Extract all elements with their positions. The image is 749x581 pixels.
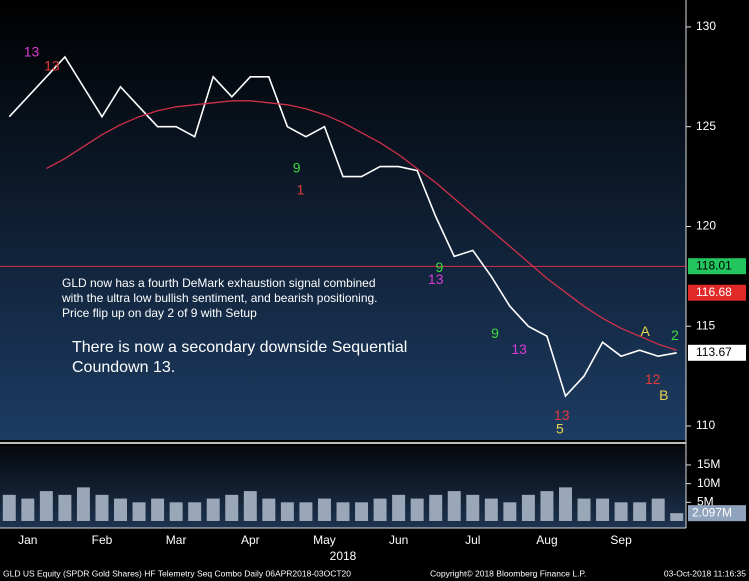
volume-bar [280, 502, 294, 521]
volume-bar [243, 491, 257, 521]
volume-bar [447, 491, 461, 521]
volume-bar [410, 498, 424, 521]
demark-count: 1 [296, 181, 304, 197]
volume-bar [151, 498, 165, 521]
x-tick-label: Sep [610, 533, 632, 547]
demark-count: A [641, 323, 651, 339]
y-tick-label: 120 [696, 219, 716, 233]
volume-bar [206, 498, 220, 521]
volume-bar [262, 498, 276, 521]
x-tick-label: Mar [166, 533, 187, 547]
demark-count: B [659, 387, 668, 403]
y-tick-label: 115 [696, 318, 715, 332]
y-tick-label: 125 [696, 119, 716, 133]
demark-count: 12 [645, 371, 661, 387]
price-marker-box [688, 284, 746, 301]
demark-count: 13 [24, 44, 40, 60]
price-marker-label: 116.68 [696, 285, 732, 299]
demark-count: 13 [511, 341, 527, 357]
volume-bar [21, 498, 35, 521]
volume-bar [614, 502, 628, 521]
note-callout: There is now a secondary downside Sequen… [72, 339, 408, 376]
footer-center: Copyright© 2018 Bloomberg Finance L.P. [430, 568, 586, 578]
price-marker-box [688, 258, 746, 275]
price-panel [0, 0, 686, 440]
volume-bar [169, 502, 183, 521]
y-tick-label: 10M [697, 476, 720, 490]
volume-bar [558, 487, 572, 521]
volume-bar [633, 502, 647, 521]
x-tick-label: Apr [241, 533, 260, 547]
volume-bar [336, 502, 350, 521]
volume-bar [373, 498, 387, 521]
footer-left: GLD US Equity (SPDR Gold Shares) HF Tele… [3, 568, 351, 578]
demark-count: 2 [671, 327, 679, 343]
volume-bar [670, 513, 684, 521]
volume-bar [540, 491, 554, 521]
volume-bar [2, 494, 16, 521]
volume-bar [225, 494, 239, 521]
volume-bar [484, 498, 498, 521]
volume-bar [392, 494, 406, 521]
volume-bar [132, 502, 146, 521]
volume-bar [596, 498, 610, 521]
demark-count: 9 [491, 325, 499, 341]
x-tick-label: Jan [18, 533, 37, 547]
volume-bar [317, 498, 331, 521]
y-tick-label: 130 [696, 19, 716, 33]
price-marker-box [688, 344, 746, 361]
footer-right: 03-Oct-2018 11:16:35 [664, 568, 746, 578]
volume-bar [521, 494, 535, 521]
volume-bar [429, 494, 443, 521]
volume-bar [95, 494, 109, 521]
demark-count: 5 [556, 421, 564, 437]
volume-bar [76, 487, 90, 521]
y-tick-label: 110 [696, 418, 715, 432]
volume-marker-label: 2.097M [692, 505, 732, 519]
demark-count: 13 [44, 58, 60, 74]
volume-bar [114, 498, 128, 521]
price-marker-label: 113.67 [696, 345, 732, 359]
note-box: GLD now has a fourth DeMark exhaustion s… [62, 276, 378, 320]
x-tick-label: Jul [465, 533, 480, 547]
volume-bar [577, 498, 591, 521]
price-marker-label: 118.01 [696, 258, 732, 272]
volume-bar [299, 502, 313, 521]
price-line [8, 55, 677, 398]
x-tick-label: Jun [389, 533, 408, 547]
demark-count: 13 [428, 271, 444, 287]
x-tick-label: Feb [92, 533, 113, 547]
volume-bar [39, 491, 53, 521]
volume-bar [188, 502, 202, 521]
volume-bar [355, 502, 369, 521]
demark-count: 9 [436, 259, 444, 275]
volume-bar [651, 498, 665, 521]
y-tick-label: 5M [697, 494, 714, 508]
y-tick-label: 15M [697, 457, 720, 471]
volume-bar [58, 494, 72, 521]
demark-count: 13 [554, 407, 570, 423]
demark-count: 9 [293, 159, 301, 175]
moving-average [46, 100, 677, 351]
x-axis-label: 2018 [330, 549, 357, 563]
volume-marker-box [688, 505, 746, 522]
volume-bar [503, 502, 517, 521]
x-tick-label: Aug [536, 533, 557, 547]
x-tick-label: May [313, 533, 336, 547]
volume-bar [466, 494, 480, 521]
